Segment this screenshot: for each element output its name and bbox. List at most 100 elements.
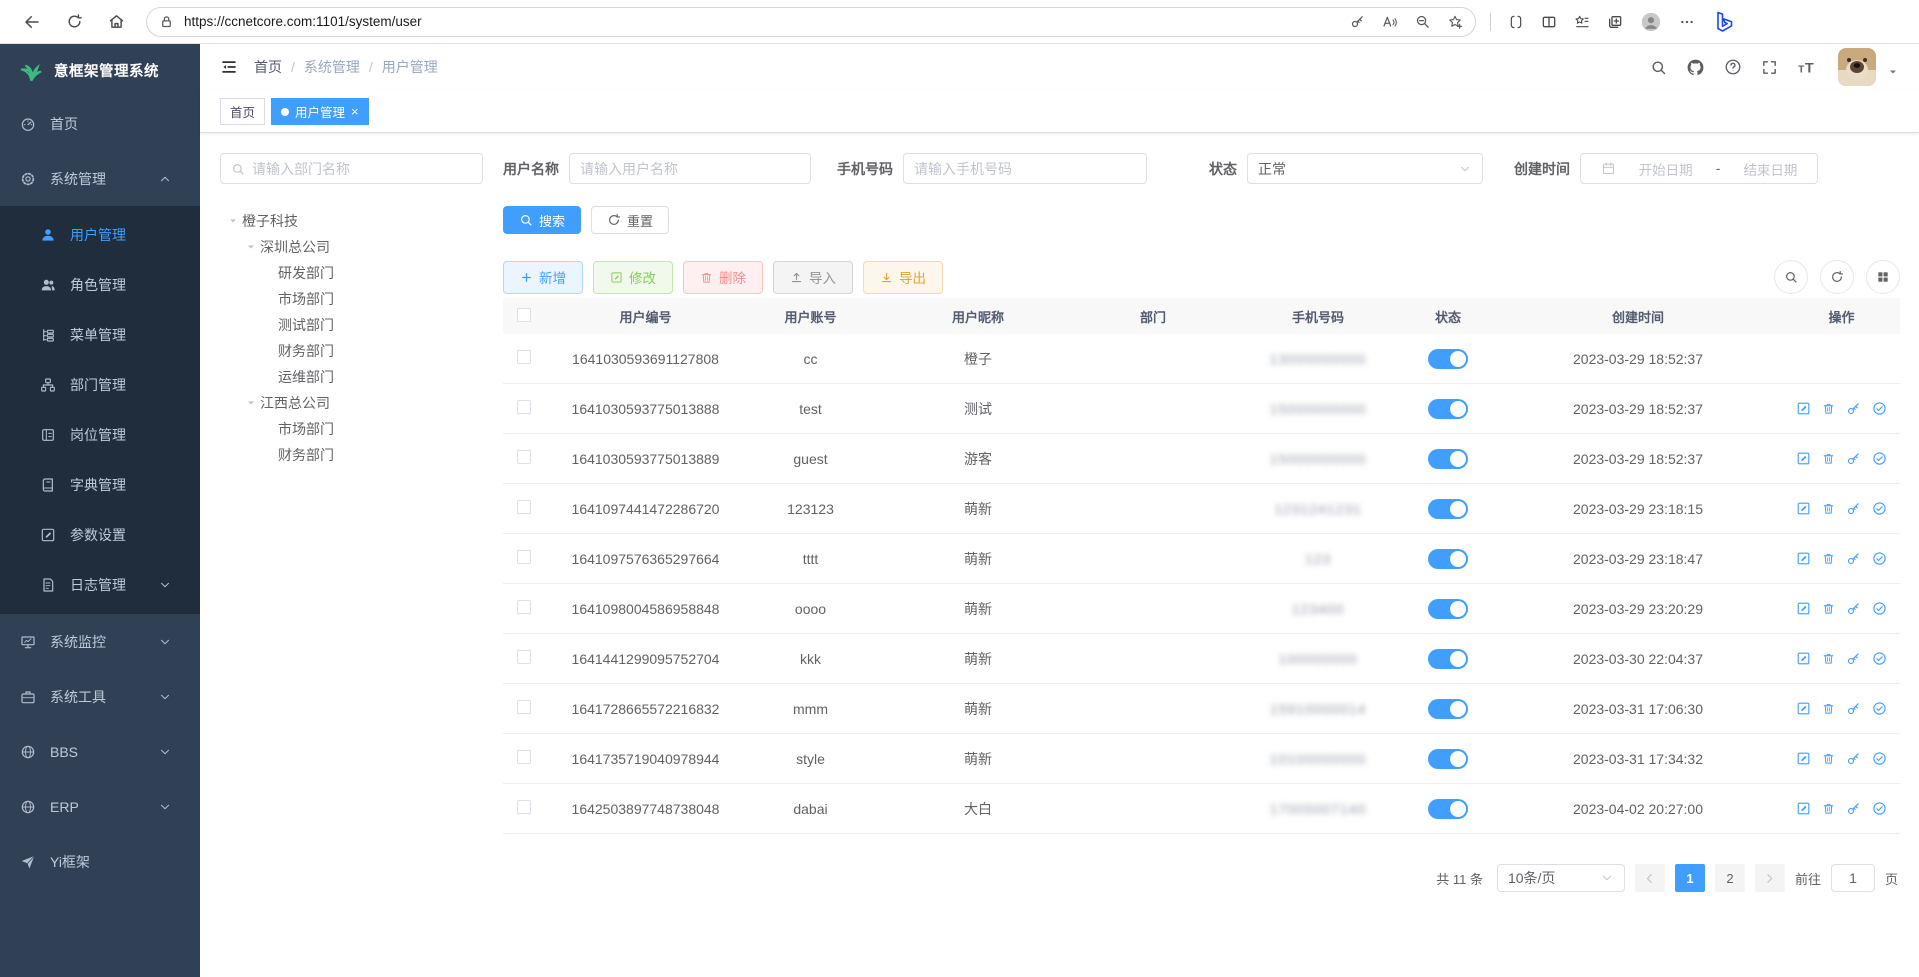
- row-assign-icon[interactable]: [1872, 801, 1887, 816]
- row-resetpwd-icon[interactable]: [1846, 701, 1861, 716]
- row-edit-icon[interactable]: [1796, 451, 1811, 466]
- export-button[interactable]: 导出: [863, 260, 943, 294]
- page-button-1[interactable]: 1: [1674, 864, 1705, 892]
- row-delete-icon[interactable]: [1822, 402, 1835, 415]
- row-assign-icon[interactable]: [1872, 551, 1887, 566]
- row-edit-icon[interactable]: [1796, 651, 1811, 666]
- delete-button[interactable]: 删除: [683, 260, 763, 294]
- sidebar-item-字典管理[interactable]: 字典管理: [0, 460, 200, 510]
- address-bar[interactable]: https://ccnetcore.com:1101/system/user: [146, 6, 1476, 37]
- row-checkbox[interactable]: [517, 450, 531, 464]
- sidebar-item-Yi框架[interactable]: Yi框架: [0, 834, 200, 889]
- row-resetpwd-icon[interactable]: [1846, 651, 1861, 666]
- sidebar-item-ERP[interactable]: ERP: [0, 779, 200, 834]
- sidebar-item-菜单管理[interactable]: 菜单管理: [0, 310, 200, 360]
- phone-field[interactable]: [903, 153, 1147, 184]
- row-edit-icon[interactable]: [1796, 801, 1811, 816]
- tree-node-测试部门[interactable]: 测试部门: [278, 317, 334, 333]
- row-checkbox[interactable]: [517, 400, 531, 414]
- tree-node-研发部门[interactable]: 研发部门: [278, 265, 334, 281]
- edit-button[interactable]: 修改: [593, 260, 673, 294]
- sidebar-item-首页[interactable]: 首页: [0, 96, 200, 151]
- read-aloud-icon[interactable]: [1382, 14, 1398, 30]
- status-toggle[interactable]: [1428, 448, 1468, 469]
- row-assign-icon[interactable]: [1872, 501, 1887, 516]
- tree-node-市场部门[interactable]: 市场部门: [278, 421, 334, 437]
- close-tab-icon[interactable]: ×: [351, 104, 359, 119]
- username-field[interactable]: [569, 153, 811, 184]
- sidebar-collapse-icon[interactable]: [220, 58, 238, 76]
- row-delete-icon[interactable]: [1822, 702, 1835, 715]
- import-button[interactable]: 导入: [773, 260, 853, 294]
- search-button[interactable]: 搜索: [503, 206, 582, 234]
- url-text[interactable]: https://ccnetcore.com:1101/system/user: [184, 14, 422, 29]
- row-delete-icon[interactable]: [1822, 602, 1835, 615]
- status-toggle[interactable]: [1428, 498, 1468, 519]
- row-assign-icon[interactable]: [1872, 751, 1887, 766]
- row-resetpwd-icon[interactable]: [1846, 751, 1861, 766]
- row-resetpwd-icon[interactable]: [1846, 501, 1861, 516]
- row-resetpwd-icon[interactable]: [1846, 401, 1861, 416]
- sidebar-item-系统工具[interactable]: 系统工具: [0, 669, 200, 724]
- tree-node-深圳总公司[interactable]: 深圳总公司: [220, 234, 483, 260]
- sidebar-item-岗位管理[interactable]: 岗位管理: [0, 410, 200, 460]
- page-button-2[interactable]: 2: [1714, 864, 1745, 892]
- next-page-button[interactable]: [1754, 864, 1785, 892]
- tree-node-市场部门[interactable]: 市场部门: [278, 291, 334, 307]
- zoom-out-icon[interactable]: [1415, 14, 1430, 29]
- tab-用户管理[interactable]: 用户管理 ×: [271, 98, 369, 125]
- date-range-picker[interactable]: 开始日期 - 结束日期: [1580, 153, 1818, 184]
- page-size-select[interactable]: 10条/页: [1496, 864, 1625, 892]
- favorites-bar-icon[interactable]: [1574, 14, 1590, 30]
- sidebar-item-日志管理[interactable]: 日志管理: [0, 560, 200, 610]
- password-key-icon[interactable]: [1350, 14, 1365, 29]
- row-edit-icon[interactable]: [1796, 501, 1811, 516]
- browser-essentials-icon[interactable]: [1508, 14, 1524, 30]
- status-toggle[interactable]: [1428, 548, 1468, 569]
- header-search-icon[interactable]: [1650, 59, 1667, 76]
- refresh-table-button[interactable]: [1820, 260, 1854, 294]
- goto-page-input[interactable]: [1841, 870, 1864, 886]
- show-search-button[interactable]: [1774, 260, 1808, 294]
- row-edit-icon[interactable]: [1796, 701, 1811, 716]
- row-checkbox[interactable]: [517, 350, 531, 364]
- tab-首页[interactable]: 首页: [220, 98, 266, 125]
- tree-node-江西总公司[interactable]: 江西总公司: [220, 390, 483, 416]
- sidebar-item-BBS[interactable]: BBS: [0, 724, 200, 779]
- browser-refresh-button[interactable]: [60, 8, 88, 36]
- status-toggle[interactable]: [1428, 398, 1468, 419]
- sidebar-item-参数设置[interactable]: 参数设置: [0, 510, 200, 560]
- row-checkbox[interactable]: [517, 800, 531, 814]
- sidebar-item-角色管理[interactable]: 角色管理: [0, 260, 200, 310]
- collections-icon[interactable]: [1607, 14, 1623, 30]
- github-icon[interactable]: [1686, 58, 1705, 77]
- row-delete-icon[interactable]: [1822, 552, 1835, 565]
- column-settings-button[interactable]: [1866, 260, 1900, 294]
- row-edit-icon[interactable]: [1796, 601, 1811, 616]
- favorite-star-icon[interactable]: [1447, 14, 1463, 30]
- browser-back-button[interactable]: [18, 8, 46, 36]
- row-assign-icon[interactable]: [1872, 451, 1887, 466]
- row-delete-icon[interactable]: [1822, 502, 1835, 515]
- row-checkbox[interactable]: [517, 700, 531, 714]
- tree-expand-caret[interactable]: [228, 216, 242, 226]
- sidebar-item-用户管理[interactable]: 用户管理: [0, 210, 200, 260]
- row-checkbox[interactable]: [517, 550, 531, 564]
- status-toggle[interactable]: [1428, 598, 1468, 619]
- status-toggle[interactable]: [1428, 798, 1468, 819]
- row-edit-icon[interactable]: [1796, 751, 1811, 766]
- row-edit-icon[interactable]: [1796, 551, 1811, 566]
- fullscreen-icon[interactable]: [1761, 59, 1778, 76]
- app-logo[interactable]: 意框架管理系统: [0, 44, 200, 96]
- split-screen-icon[interactable]: [1541, 14, 1557, 30]
- row-assign-icon[interactable]: [1872, 401, 1887, 416]
- avatar-caret-icon[interactable]: [1887, 56, 1899, 78]
- sidebar-item-系统监控[interactable]: 系统监控: [0, 614, 200, 669]
- row-resetpwd-icon[interactable]: [1846, 551, 1861, 566]
- tree-expand-caret[interactable]: [246, 242, 260, 252]
- row-resetpwd-icon[interactable]: [1846, 451, 1861, 466]
- tree-node-运维部门[interactable]: 运维部门: [278, 369, 334, 385]
- reset-button[interactable]: 重置: [591, 206, 670, 234]
- select-all-checkbox[interactable]: [517, 307, 531, 322]
